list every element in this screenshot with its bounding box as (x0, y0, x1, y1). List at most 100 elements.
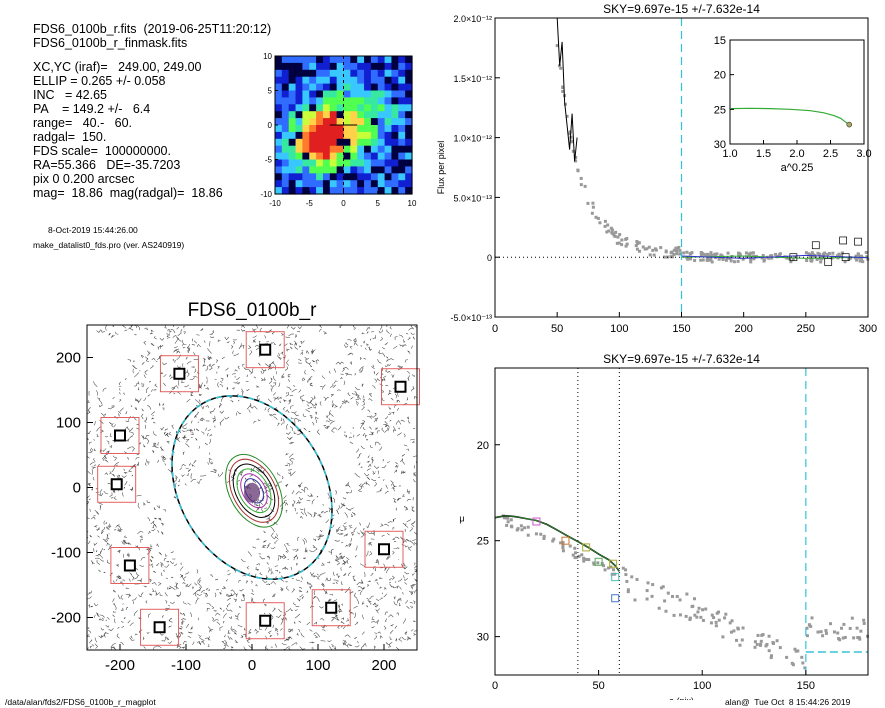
heatmap-cell (322, 83, 331, 92)
mask-region (364, 530, 404, 568)
noise-speck (273, 416, 278, 420)
heatmap-cell (384, 187, 393, 195)
noise-speck (342, 642, 347, 646)
noise-speck (165, 553, 168, 557)
masked-source-marker (153, 621, 166, 634)
mu-point (575, 555, 579, 559)
mu-point (775, 639, 779, 643)
noise-speck (329, 507, 331, 513)
noise-speck (112, 614, 115, 618)
noise-speck (150, 343, 155, 347)
heatmap-cell (302, 166, 310, 174)
mu-point (626, 590, 630, 594)
noise-speck (319, 572, 326, 575)
noise-speck (346, 618, 350, 622)
noise-speck (125, 542, 129, 545)
heatmap-cell (316, 187, 324, 195)
heatmap-cell (295, 97, 303, 105)
noise-speck (205, 593, 208, 598)
heatmap-cell (398, 90, 406, 98)
flux-point (708, 257, 712, 261)
noise-speck (195, 598, 199, 604)
noise-speck (219, 626, 223, 631)
mu-point (850, 616, 854, 620)
flux-point (810, 259, 814, 263)
noise-speck (226, 603, 231, 608)
heatmap-cell (350, 69, 358, 78)
noise-speck (309, 414, 313, 417)
noise-speck (146, 459, 150, 463)
noise-speck (267, 398, 273, 403)
heatmap-cell (343, 138, 351, 147)
mu-point (821, 634, 825, 638)
noise-speck (353, 592, 358, 599)
heatmap-cell (350, 62, 358, 71)
heatmap-cell (398, 97, 406, 105)
heatmap-cell (405, 69, 413, 78)
flux-point (620, 238, 624, 242)
noise-speck (94, 643, 98, 649)
noise-speck (264, 335, 266, 339)
flux-point (571, 149, 575, 153)
noise-speck (164, 428, 169, 432)
noise-speck (180, 329, 183, 333)
heatmap-cell (295, 118, 303, 126)
noise-speck (152, 414, 154, 417)
noise-speck (354, 472, 361, 478)
noise-speck (267, 542, 271, 547)
noise-speck (106, 440, 110, 445)
noise-speck (169, 374, 172, 378)
mu-point (838, 638, 842, 642)
mu-point (717, 618, 721, 622)
noise-speck (387, 644, 391, 648)
noise-speck (366, 415, 372, 418)
heatmap-cell (370, 69, 379, 78)
noise-speck (345, 507, 351, 511)
noise-speck (95, 555, 99, 557)
mu-point (646, 581, 650, 585)
noise-speck (402, 344, 407, 348)
heatmap-cell (336, 166, 345, 174)
noise-speck (355, 398, 360, 401)
noise-speck (196, 480, 200, 485)
noise-speck (350, 513, 354, 517)
noise-speck (91, 516, 95, 520)
noise-speck (409, 540, 415, 546)
noise-speck (196, 428, 200, 432)
noise-speck (225, 367, 229, 371)
noise-speck (356, 454, 361, 459)
noise-speck (340, 529, 344, 531)
noise-speck (230, 646, 234, 649)
heatmap-cell (405, 118, 413, 126)
noise-speck (353, 337, 357, 342)
noise-speck (366, 438, 369, 441)
noise-speck (306, 590, 309, 594)
noise-speck (383, 375, 387, 380)
flux-point (804, 251, 808, 255)
noise-speck (298, 500, 302, 504)
noise-speck (181, 379, 185, 384)
noise-speck (414, 589, 417, 594)
heatmap-cell (364, 56, 372, 64)
noise-speck (317, 537, 321, 541)
heatmap-cell (398, 56, 406, 64)
noise-speck (270, 581, 277, 585)
noise-speck (153, 646, 158, 650)
isophote-ellipse (236, 468, 272, 514)
noise-speck (139, 564, 144, 567)
noise-speck (274, 643, 277, 648)
heatmap-cell (343, 145, 351, 154)
noise-speck (377, 470, 379, 475)
heatmap-cell (295, 166, 303, 174)
noise-speck (249, 402, 253, 409)
heatmap-ytick-label: -5 (265, 156, 273, 165)
noise-speck (209, 333, 213, 335)
heatmap-xtick-label: -10 (269, 199, 281, 208)
mu-point (856, 636, 860, 640)
flux-point (576, 169, 580, 173)
noise-speck (238, 580, 241, 583)
heatmap-cell (281, 187, 290, 195)
noise-speck (351, 393, 356, 395)
noise-speck (295, 642, 298, 645)
noise-speck (294, 340, 296, 346)
